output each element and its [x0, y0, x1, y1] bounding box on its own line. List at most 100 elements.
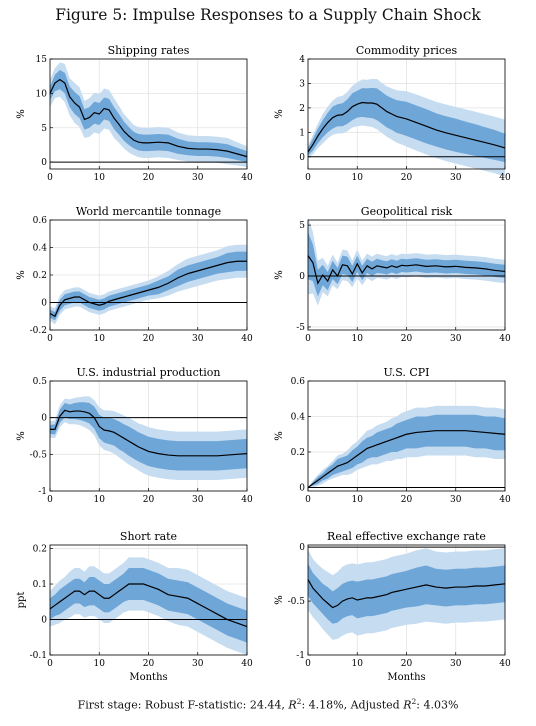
- y-tick-label: -1: [296, 651, 305, 661]
- y-tick-label: 0: [41, 158, 47, 168]
- y-axis-label: %: [16, 431, 27, 441]
- y-tick-label: 0.4: [291, 412, 306, 422]
- y-tick-label: 0.2: [33, 271, 47, 281]
- y-tick-label: -0.2: [30, 326, 47, 336]
- x-tick-label: 30: [450, 659, 462, 669]
- impulse-response-line: [307, 579, 506, 609]
- x-tick-label: 40: [241, 659, 253, 669]
- x-tick-label: 0: [305, 173, 311, 183]
- impulse-response-line: [49, 583, 248, 628]
- y-tick-label: 0.2: [33, 545, 47, 555]
- impulse-response-line: [49, 78, 248, 158]
- footnote-r-symbol-2: R: [403, 698, 412, 712]
- inner-confidence-band: [308, 232, 505, 297]
- x-tick-label: 30: [192, 173, 204, 183]
- y-tick-label: 0.6: [291, 377, 306, 387]
- panel-5: 0 10 20 30 40 -1 -0.5 0 0.5 U.S. industrial produ…: [16, 366, 253, 505]
- x-tick-label: 30: [192, 334, 204, 344]
- y-tick-label: 0.2: [291, 448, 305, 458]
- y-axis-label: %: [16, 270, 27, 280]
- x-tick-label: 20: [401, 173, 413, 183]
- y-tick-label: 2: [299, 104, 305, 114]
- y-tick-label: -0.5: [288, 597, 306, 607]
- panel-title: Commodity prices: [356, 44, 458, 57]
- x-tick-label: 10: [94, 659, 106, 669]
- x-tick-label: 40: [241, 495, 253, 505]
- y-tick-label: 4: [299, 55, 305, 65]
- footnote-sup-2: 2: [411, 697, 417, 706]
- footnote-text-c: : 4.03%: [416, 698, 459, 712]
- y-tick-label: 3: [299, 79, 305, 89]
- x-tick-label: 0: [47, 173, 53, 183]
- y-axis-label: %: [274, 431, 285, 441]
- x-tick-label: 20: [143, 659, 155, 669]
- x-tick-label: 10: [94, 173, 106, 183]
- y-tick-label: 5: [41, 124, 47, 134]
- panel-1: 0 10 20 30 40 0 5 10 15 Shipping rates%: [16, 44, 253, 183]
- x-tick-label: 0: [47, 334, 53, 344]
- panel-title: Shipping rates: [108, 44, 190, 57]
- inner-confidence-band: [50, 402, 247, 471]
- x-axis-label: Months: [129, 672, 167, 683]
- x-tick-label: 30: [450, 334, 462, 344]
- y-axis-label: %: [274, 270, 285, 280]
- panel-8: 0 10 20 30 40 -1 -0.5 0 Real effective exchange …: [274, 530, 511, 683]
- x-tick-label: 20: [401, 495, 413, 505]
- figure-title: Figure 5: Impulse Responses to a Supply …: [55, 6, 481, 24]
- y-tick-label: -1: [38, 487, 47, 497]
- x-tick-label: 40: [241, 334, 253, 344]
- x-tick-label: 40: [499, 659, 511, 669]
- x-tick-label: 10: [94, 334, 106, 344]
- footnote: First stage: Robust F-statistic: 24.44, …: [0, 697, 536, 712]
- y-tick-label: 0.4: [33, 244, 48, 254]
- x-tick-label: 10: [352, 334, 364, 344]
- x-tick-label: 0: [305, 659, 311, 669]
- y-tick-label: -0.1: [30, 651, 47, 661]
- inner-confidence-band: [50, 568, 247, 643]
- y-tick-label: 0: [299, 483, 305, 493]
- y-tick-label: 0: [41, 414, 47, 424]
- panel-title: Geopolitical risk: [361, 205, 453, 218]
- y-tick-label: 0: [299, 153, 305, 163]
- impulse-response-line: [49, 260, 247, 318]
- inner-confidence-band: [50, 251, 247, 321]
- footnote-text-a: First stage: Robust F-statistic: 24.44,: [77, 698, 289, 712]
- impulse-response-line: [307, 255, 506, 285]
- y-tick-label: 0.1: [33, 580, 47, 590]
- y-tick-label: 0: [41, 616, 47, 626]
- inner-confidence-band: [308, 414, 505, 488]
- y-tick-label: -0.5: [30, 450, 48, 460]
- y-tick-label: 10: [36, 89, 48, 99]
- panel-title: U.S. industrial production: [77, 366, 221, 379]
- footnote-sup-1: 2: [296, 697, 302, 706]
- y-tick-label: 0.6: [33, 216, 48, 226]
- impulse-response-line: [307, 101, 506, 153]
- x-axis-label: Months: [387, 672, 425, 683]
- x-tick-label: 0: [47, 495, 53, 505]
- x-tick-label: 20: [143, 334, 155, 344]
- y-tick-label: 15: [36, 55, 48, 65]
- x-tick-label: 30: [450, 495, 462, 505]
- y-axis-label: %: [274, 109, 285, 119]
- x-tick-label: 10: [352, 659, 364, 669]
- y-axis-label: %: [274, 595, 285, 605]
- x-tick-label: 10: [94, 495, 106, 505]
- outer-confidence-band: [50, 62, 247, 167]
- inner-confidence-band: [308, 87, 505, 163]
- impulse-response-line: [307, 430, 506, 488]
- impulse-response-line: [50, 409, 248, 457]
- x-tick-label: 20: [143, 495, 155, 505]
- panel-6: 0 10 20 30 40 0 0.2 0.4 0.6 U.S. CPI%: [274, 366, 511, 505]
- x-tick-label: 20: [401, 334, 413, 344]
- footnote-text-b: : 4.18%, Adjusted: [301, 698, 404, 712]
- panel-title: Real effective exchange rate: [327, 530, 486, 543]
- x-tick-label: 0: [305, 495, 311, 505]
- inner-confidence-band: [50, 70, 247, 163]
- inner-confidence-band: [308, 563, 505, 624]
- footnote-r-symbol-1: R: [288, 698, 297, 712]
- x-tick-label: 0: [47, 659, 53, 669]
